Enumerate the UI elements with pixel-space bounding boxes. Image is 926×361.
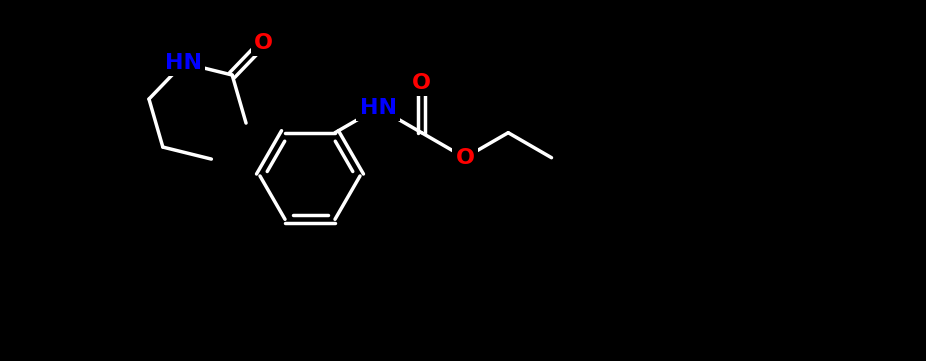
Text: HN: HN xyxy=(165,53,202,73)
Text: O: O xyxy=(456,148,474,168)
Text: O: O xyxy=(254,32,273,53)
Text: HN: HN xyxy=(360,98,397,118)
Text: O: O xyxy=(412,73,432,93)
